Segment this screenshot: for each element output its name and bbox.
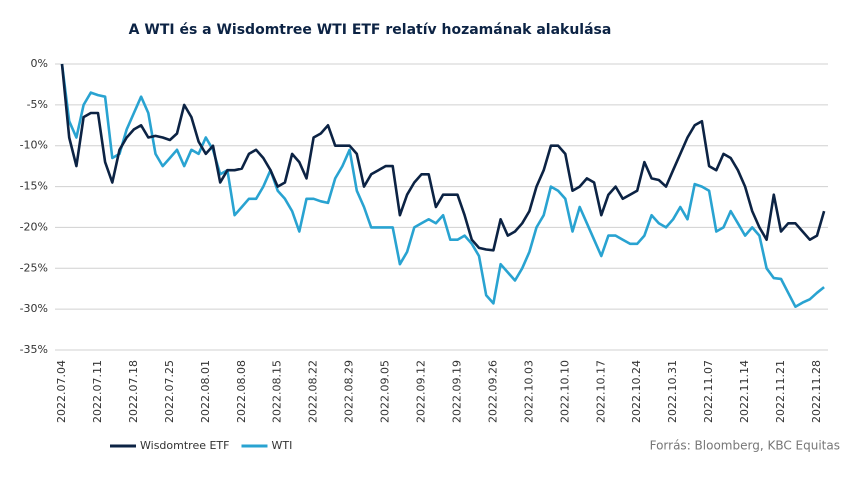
y-tick-label: -10%: [20, 139, 48, 152]
legend-label: Wisdomtree ETF: [140, 439, 229, 452]
y-tick-label: -30%: [20, 302, 48, 315]
x-tick-label: 2022.08.15: [271, 360, 284, 423]
y-tick-label: -25%: [20, 261, 48, 274]
x-tick-label: 2022.10.10: [558, 360, 571, 423]
x-tick-label: 2022.08.08: [235, 360, 248, 423]
x-tick-label: 2022.08.29: [343, 360, 356, 423]
x-tick-label: 2022.10.17: [594, 360, 607, 423]
x-tick-label: 2022.09.12: [415, 360, 428, 423]
x-tick-label: 2022.08.01: [199, 360, 212, 423]
legend-label: WTI: [271, 439, 292, 452]
y-tick-label: 0%: [31, 57, 48, 70]
x-tick-label: 2022.07.25: [163, 360, 176, 423]
x-tick-label: 2022.10.31: [666, 360, 679, 423]
x-tick-label: 2022.11.21: [774, 360, 787, 423]
y-tick-label: -15%: [20, 180, 48, 193]
x-tick-label: 2022.10.03: [522, 360, 535, 423]
y-tick-label: -35%: [20, 343, 48, 356]
x-tick-label: 2022.07.18: [127, 360, 140, 423]
chart-title: A WTI és a Wisdomtree WTI ETF relatív ho…: [129, 22, 612, 38]
source: Forrás: Bloomberg, KBC Equitas: [650, 439, 840, 453]
series-line: [60, 63, 826, 252]
x-tick-label: 2022.09.19: [450, 360, 463, 423]
y-tick-label: -5%: [27, 98, 48, 111]
x-tick-label: 2022.11.07: [702, 360, 715, 423]
x-tick-label: 2022.07.04: [55, 360, 68, 423]
x-tick-label: 2022.11.14: [738, 360, 751, 423]
x-tick-label: 2022.08.22: [307, 360, 320, 423]
x-tick-label: 2022.11.28: [810, 360, 823, 423]
series-line: [60, 63, 825, 308]
y-tick-label: -20%: [20, 220, 48, 233]
x-tick-label: 2022.07.11: [91, 360, 104, 423]
x-tick-label: 2022.10.24: [630, 360, 643, 423]
x-tick-label: 2022.09.05: [379, 360, 392, 423]
x-tick-label: 2022.09.26: [486, 360, 499, 423]
